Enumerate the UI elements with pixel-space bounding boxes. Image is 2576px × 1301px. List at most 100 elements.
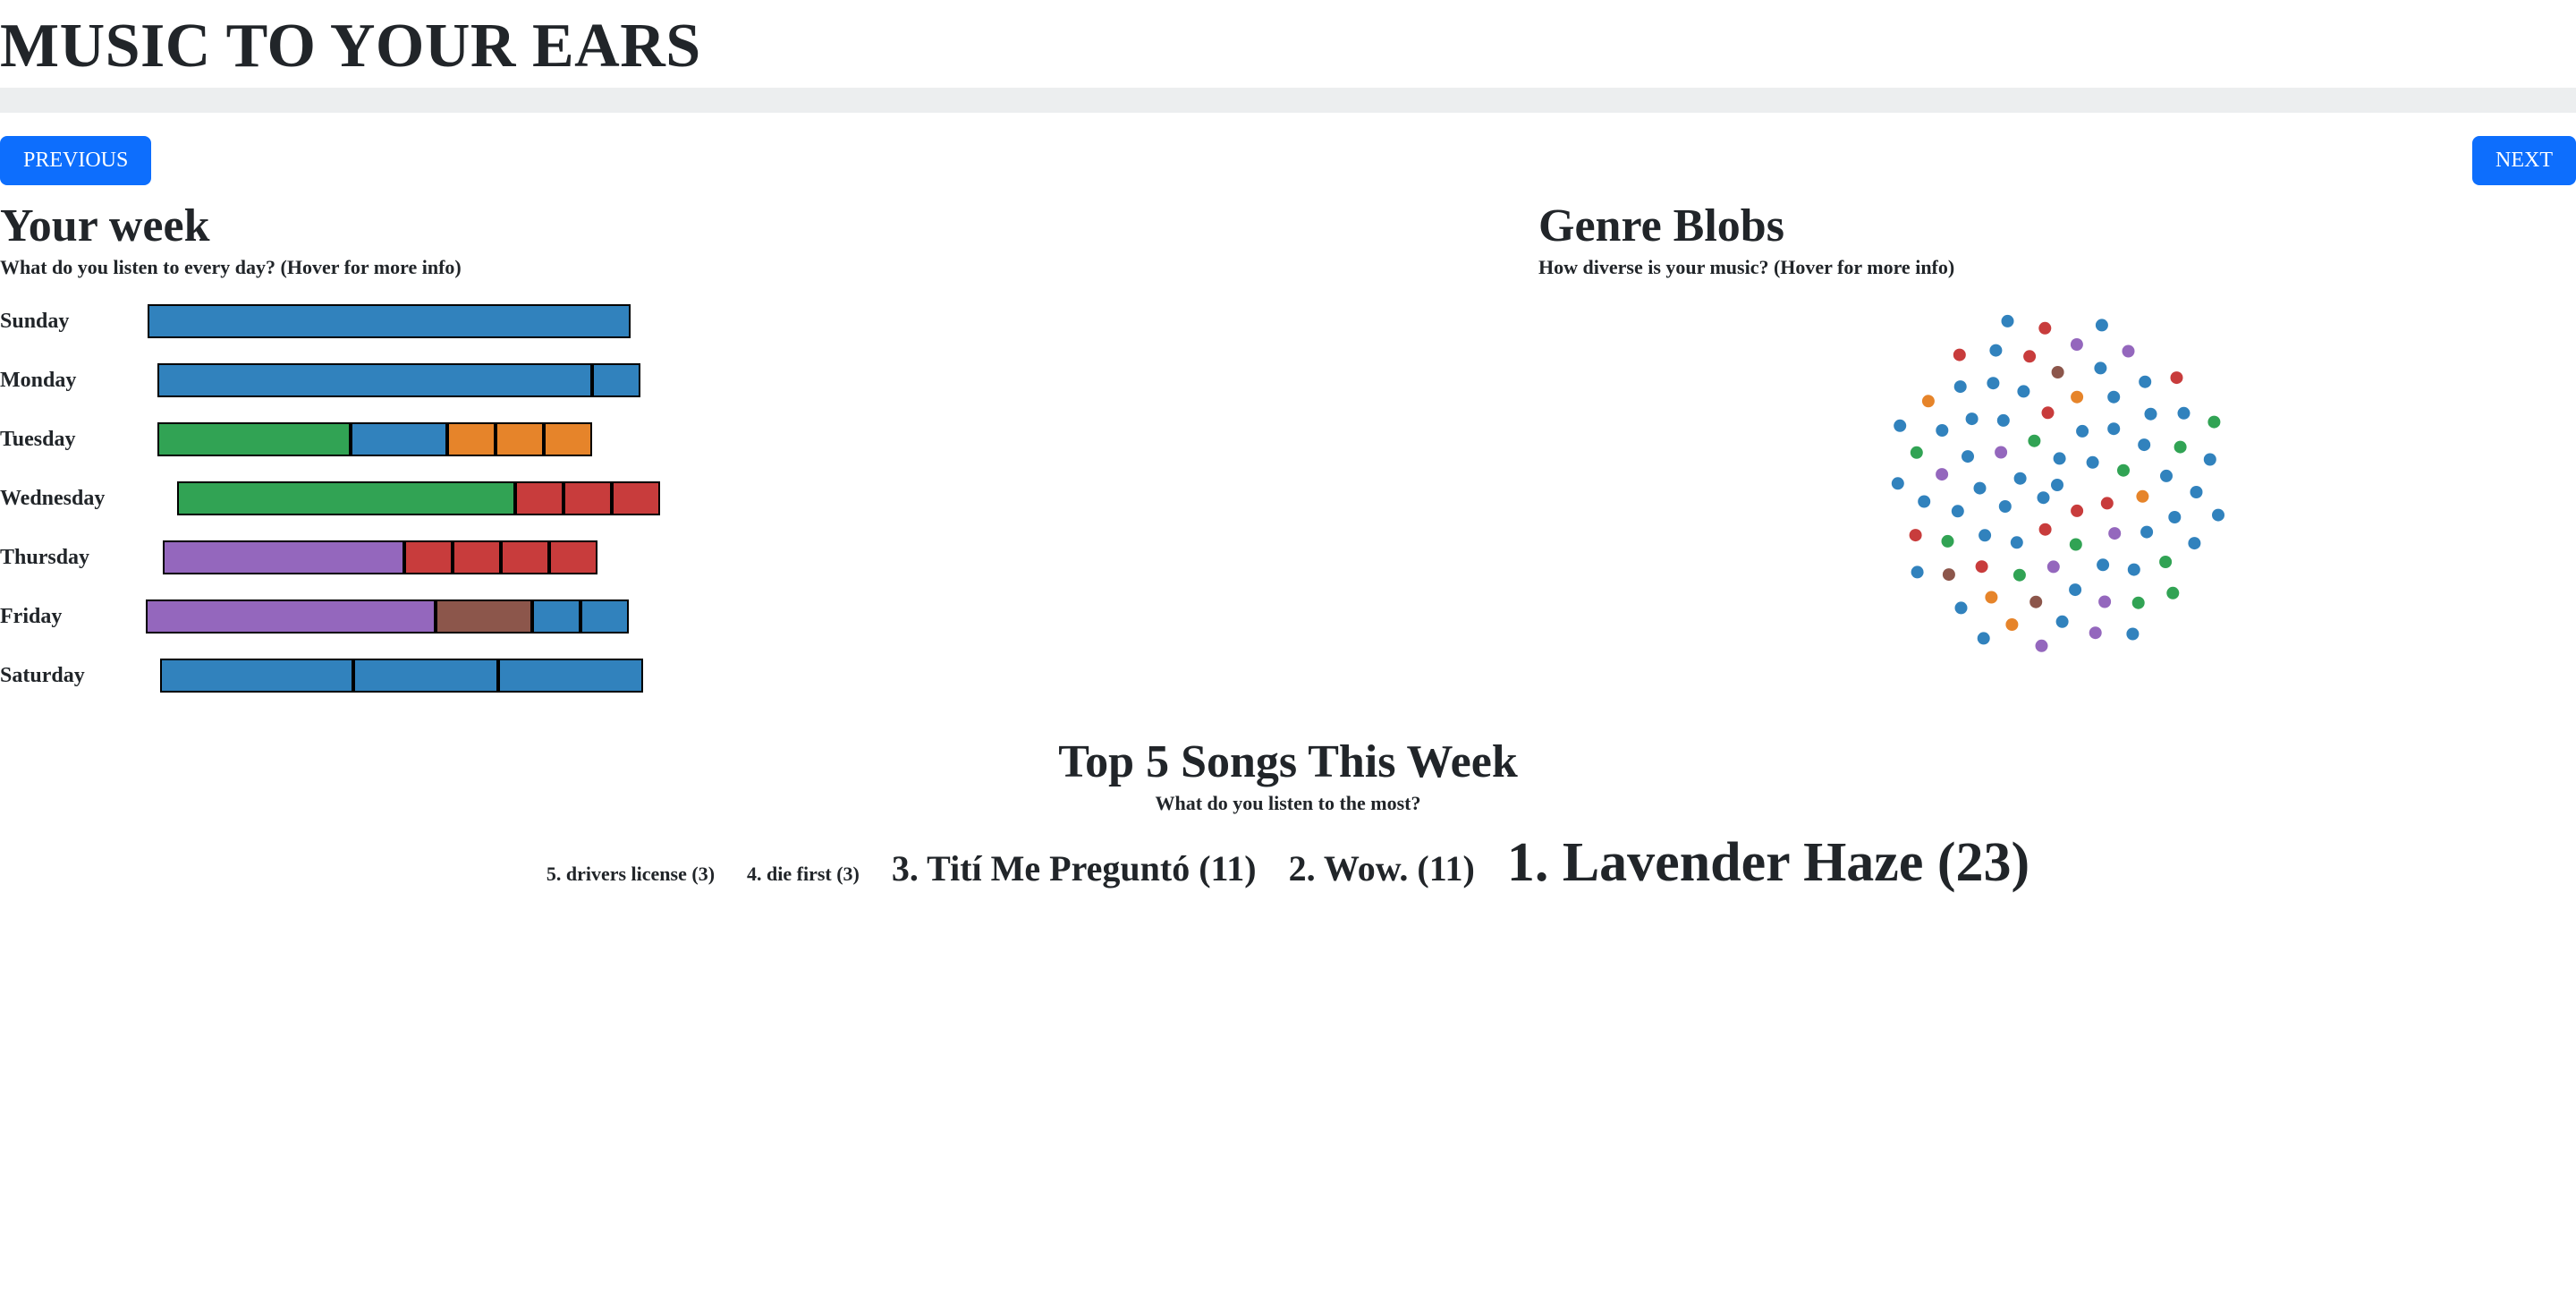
genre-dot[interactable] (2051, 479, 2063, 491)
genre-dot[interactable] (1911, 565, 1924, 578)
genre-dot[interactable] (2011, 536, 2023, 548)
genre-dot[interactable] (1943, 568, 1955, 581)
genre-dot[interactable] (2128, 564, 2140, 576)
genre-dot[interactable] (2136, 490, 2148, 503)
genre-dot[interactable] (1979, 529, 1991, 541)
genre-dot[interactable] (1910, 529, 1922, 541)
genre-dot[interactable] (2178, 407, 2190, 420)
bar-segment[interactable] (146, 599, 436, 633)
genre-dot[interactable] (2056, 616, 2069, 628)
genre-dot[interactable] (2117, 464, 2130, 477)
bar-segment[interactable] (351, 422, 447, 456)
genre-dot[interactable] (2107, 391, 2120, 404)
bar-segment[interactable] (592, 363, 640, 397)
bar-segment[interactable] (549, 540, 597, 574)
bar-segment[interactable] (498, 659, 643, 693)
bar-segment[interactable] (447, 422, 496, 456)
genre-dot[interactable] (1997, 414, 2010, 427)
genre-dot[interactable] (2159, 556, 2172, 568)
genre-dot[interactable] (2005, 618, 2018, 631)
genre-dot[interactable] (2070, 539, 2082, 551)
genre-dot[interactable] (1978, 632, 1990, 644)
genre-dot[interactable] (2190, 486, 2203, 498)
day-bars[interactable] (163, 540, 597, 574)
genre-dot[interactable] (2108, 527, 2121, 540)
day-bars[interactable] (146, 599, 629, 633)
bar-segment[interactable] (353, 659, 498, 693)
genre-dot[interactable] (2039, 523, 2052, 536)
genre-dot[interactable] (2047, 560, 2060, 573)
genre-dot[interactable] (1953, 349, 1966, 361)
day-bars[interactable] (160, 659, 643, 693)
next-button[interactable]: NEXT (2472, 136, 2576, 185)
genre-blobs-chart[interactable] (1869, 306, 2245, 664)
genre-dot[interactable] (1942, 535, 1954, 548)
genre-dot[interactable] (2204, 454, 2216, 466)
genre-dot[interactable] (2140, 526, 2153, 539)
week-chart[interactable]: SundayMondayTuesdayWednesdayThursdayFrid… (0, 304, 1485, 693)
genre-dot[interactable] (2028, 435, 2040, 447)
genre-dot[interactable] (2089, 626, 2102, 639)
genre-dot[interactable] (2069, 583, 2081, 596)
bar-segment[interactable] (148, 304, 631, 338)
genre-dot[interactable] (2029, 596, 2042, 608)
genre-dot[interactable] (1995, 446, 2007, 459)
bar-segment[interactable] (501, 540, 549, 574)
genre-dot[interactable] (2212, 509, 2224, 522)
bar-segment[interactable] (436, 599, 532, 633)
genre-dot[interactable] (1974, 482, 1987, 495)
bar-segment[interactable] (160, 659, 353, 693)
genre-dot[interactable] (1989, 344, 2002, 357)
genre-dot[interactable] (1892, 477, 1904, 489)
bar-segment[interactable] (496, 422, 544, 456)
genre-dot[interactable] (2123, 345, 2135, 358)
genre-dot[interactable] (1952, 505, 1964, 517)
bar-segment[interactable] (564, 481, 612, 515)
genre-dot[interactable] (1922, 395, 1935, 407)
genre-dot[interactable] (1999, 500, 2012, 513)
genre-dot[interactable] (2071, 338, 2083, 351)
genre-dot[interactable] (2052, 366, 2064, 378)
day-bars[interactable] (148, 304, 631, 338)
bar-segment[interactable] (580, 599, 629, 633)
genre-dot[interactable] (2094, 361, 2106, 374)
genre-dot[interactable] (2042, 406, 2055, 419)
genre-dot[interactable] (2071, 391, 2083, 404)
bar-segment[interactable] (157, 422, 351, 456)
genre-dot[interactable] (2168, 511, 2181, 523)
day-bars[interactable] (177, 481, 660, 515)
bar-segment[interactable] (404, 540, 453, 574)
genre-dot[interactable] (2171, 371, 2183, 384)
genre-dot[interactable] (2174, 441, 2187, 454)
bar-segment[interactable] (532, 599, 580, 633)
genre-dot[interactable] (1918, 496, 1930, 508)
day-bars[interactable] (157, 422, 592, 456)
genre-dot[interactable] (2132, 597, 2145, 609)
genre-dot[interactable] (2101, 497, 2114, 509)
genre-dot[interactable] (2038, 491, 2050, 504)
bar-segment[interactable] (612, 481, 660, 515)
genre-dot[interactable] (2097, 558, 2109, 571)
genre-dot[interactable] (2096, 319, 2108, 331)
genre-dot[interactable] (1987, 377, 1999, 389)
genre-dot[interactable] (2207, 416, 2220, 429)
genre-dot[interactable] (1962, 450, 1974, 463)
genre-dot[interactable] (2014, 472, 2027, 485)
genre-dot[interactable] (2087, 456, 2099, 469)
genre-dot[interactable] (2002, 315, 2014, 327)
genre-dot[interactable] (2023, 350, 2036, 362)
genre-dot[interactable] (2126, 628, 2139, 641)
genre-dot[interactable] (2071, 505, 2083, 517)
genre-dot[interactable] (2138, 438, 2150, 451)
genre-dot[interactable] (1894, 420, 1906, 432)
genre-dot[interactable] (1936, 468, 1948, 480)
genre-dot[interactable] (2160, 470, 2173, 482)
genre-dot[interactable] (1936, 424, 1948, 437)
genre-dot[interactable] (2013, 569, 2026, 582)
bar-segment[interactable] (163, 540, 404, 574)
genre-dot[interactable] (1954, 380, 1967, 393)
genre-dot[interactable] (2017, 385, 2029, 397)
bar-segment[interactable] (544, 422, 592, 456)
previous-button[interactable]: PREVIOUS (0, 136, 151, 185)
genre-dot[interactable] (2188, 537, 2200, 549)
